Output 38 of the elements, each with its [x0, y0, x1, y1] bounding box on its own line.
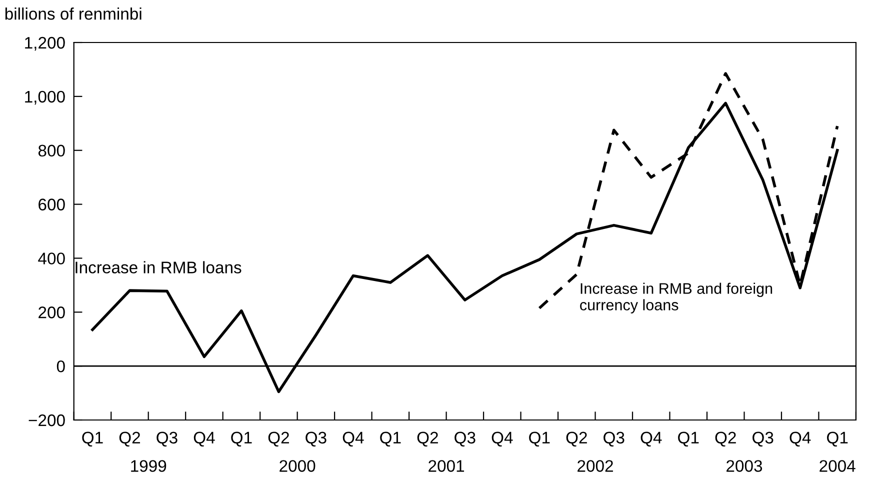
text: 2002 [578, 460, 613, 472]
y-tick-label: 200 [38, 306, 65, 318]
y-tick-label: 800 [38, 144, 65, 157]
series-label: Increase in RMB loans [76, 261, 242, 274]
x-tick-label: Q4 [342, 432, 364, 447]
x-tick-label: Q1 [82, 432, 103, 447]
x-tick-label: Q2 [417, 432, 438, 447]
x-tick-label: Q3 [306, 432, 326, 447]
x-tick-label: Q3 [752, 432, 774, 447]
x-tick-label: Q4 [492, 432, 513, 447]
x-tick-label: Q2 [566, 432, 587, 447]
x-tick-label: Q3 [454, 432, 476, 447]
series-label: Increase in RMB and foreign currency loans [580, 282, 772, 314]
x-tick-label: Q4 [194, 432, 215, 447]
x-tick-label: Q2 [715, 432, 736, 447]
x-tick-label: Q1 [529, 432, 550, 447]
x-tick-label: Q2 [119, 432, 140, 447]
y-tick-label: 1,000 [25, 90, 65, 105]
x-tick-label: Q4 [640, 432, 662, 447]
text: 1999 [131, 460, 166, 472]
x-tick-label: Q3 [604, 432, 624, 447]
text: 2004 [820, 460, 856, 472]
y-tick-label: 0 [56, 360, 65, 372]
y-axis-title: billions of renminbi [5, 8, 142, 20]
text: 2001 [428, 460, 464, 472]
x-tick-label: Q3 [156, 432, 178, 447]
y-tick-label: 1,200 [25, 36, 65, 51]
x-tick-label: Q1 [380, 432, 401, 447]
x-tick-label: Q4 [790, 432, 811, 447]
x-tick-label: Q1 [827, 432, 848, 447]
text: 2003 [726, 460, 762, 472]
text: 2000 [280, 460, 316, 472]
y-tick-label: −200 [28, 414, 65, 426]
x-tick-label: Q1 [678, 432, 699, 447]
y-tick-label: 600 [38, 198, 65, 210]
x-tick-label: Q2 [268, 432, 289, 447]
y-tick-label: 400 [38, 252, 65, 264]
x-tick-label: Q1 [231, 432, 252, 447]
